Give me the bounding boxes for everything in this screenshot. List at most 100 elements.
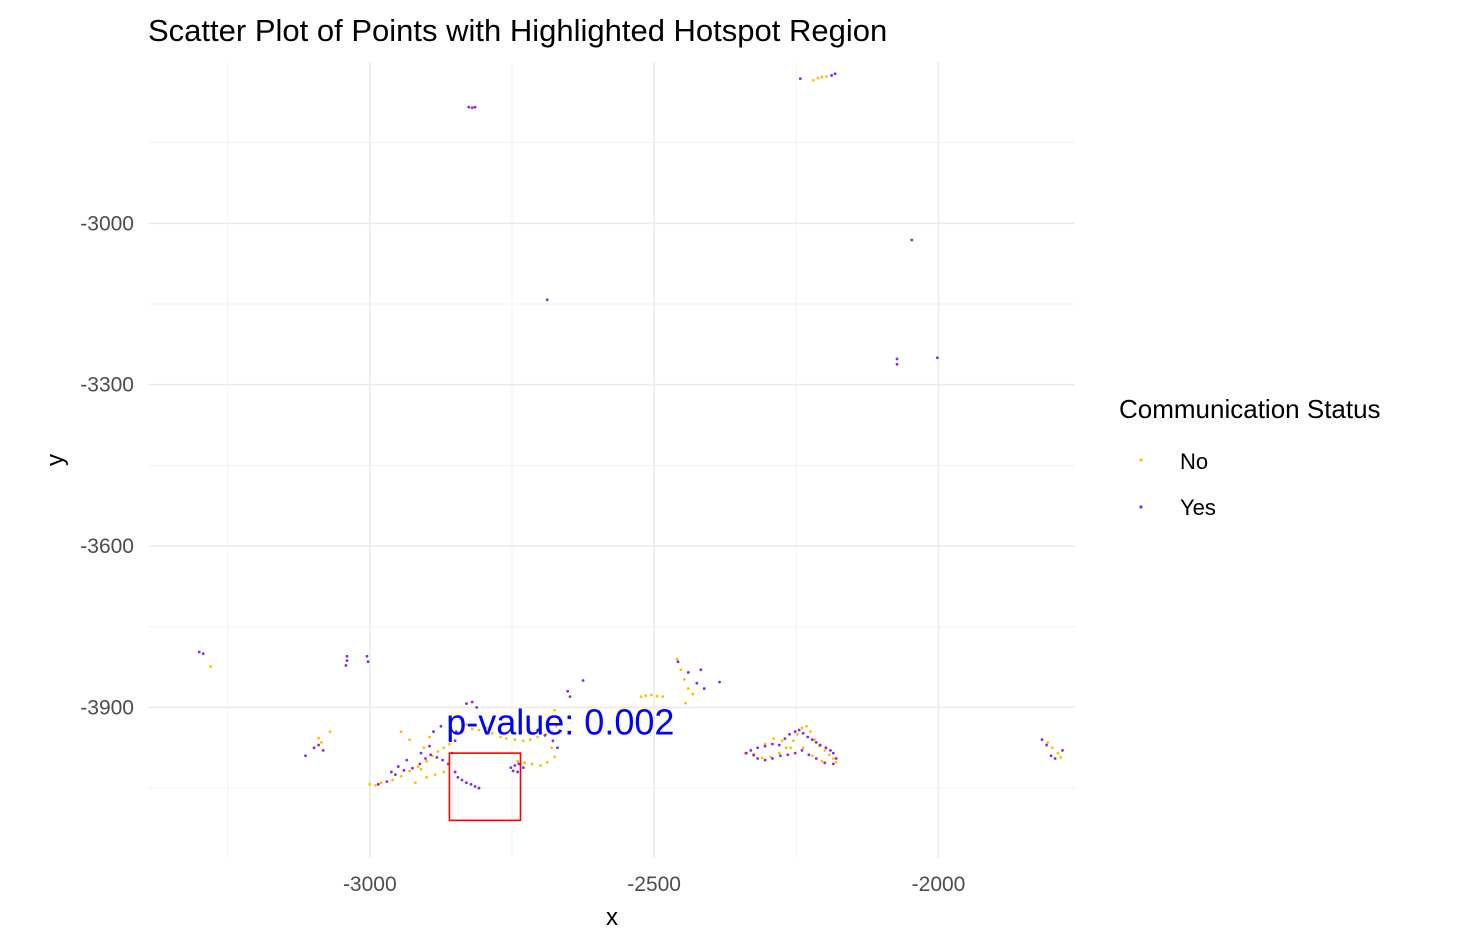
point-yes bbox=[365, 654, 369, 658]
point-yes bbox=[566, 689, 570, 693]
point-no bbox=[649, 693, 653, 697]
point-no bbox=[675, 657, 679, 661]
p-value-annotation: p-value: 0.002 bbox=[446, 701, 674, 742]
point-no bbox=[644, 694, 648, 697]
point-yes bbox=[453, 739, 457, 743]
point-no bbox=[639, 695, 643, 699]
point-no bbox=[433, 773, 437, 777]
point-no bbox=[539, 764, 542, 767]
point-yes bbox=[833, 72, 837, 76]
point-yes bbox=[467, 105, 471, 109]
point-no bbox=[442, 770, 446, 774]
point-no bbox=[679, 668, 683, 672]
point-no bbox=[448, 742, 451, 746]
point-yes bbox=[470, 700, 474, 704]
point-no bbox=[513, 738, 517, 742]
point-no bbox=[422, 746, 426, 750]
point-yes bbox=[345, 654, 349, 658]
point-no bbox=[801, 746, 805, 750]
point-yes bbox=[317, 743, 321, 747]
point-yes bbox=[771, 757, 774, 760]
point-no bbox=[777, 751, 781, 755]
point-no bbox=[789, 746, 793, 750]
point-yes bbox=[814, 757, 818, 760]
x-tick-label: -3000 bbox=[343, 873, 397, 896]
y-tick-label: -3000 bbox=[80, 212, 134, 235]
point-no bbox=[823, 749, 827, 752]
point-yes bbox=[777, 743, 781, 747]
point-no bbox=[528, 738, 532, 742]
point-no bbox=[399, 774, 403, 778]
point-no bbox=[780, 739, 784, 743]
point-yes bbox=[201, 652, 205, 656]
point-no bbox=[825, 75, 828, 78]
point-yes bbox=[453, 770, 457, 774]
point-yes bbox=[428, 744, 431, 748]
point-yes bbox=[895, 362, 899, 366]
point-yes bbox=[793, 751, 797, 755]
point-yes bbox=[197, 650, 201, 654]
point-yes bbox=[475, 706, 479, 709]
point-yes bbox=[744, 751, 748, 755]
point-no bbox=[408, 769, 412, 773]
point-yes bbox=[895, 357, 899, 361]
point-no bbox=[553, 708, 557, 712]
point-no bbox=[328, 730, 332, 734]
point-yes bbox=[424, 757, 427, 760]
point-no bbox=[784, 746, 788, 750]
point-no bbox=[820, 759, 824, 763]
point-yes bbox=[1061, 749, 1064, 752]
point-no bbox=[550, 746, 554, 750]
y-axis-ticks: -3000 -3300 -3600 -3900 bbox=[80, 212, 134, 719]
point-yes bbox=[465, 781, 468, 785]
point-no bbox=[1059, 756, 1063, 759]
point-no bbox=[499, 735, 503, 739]
point-yes bbox=[800, 749, 804, 752]
point-yes bbox=[581, 679, 585, 682]
point-no bbox=[470, 727, 474, 731]
point-no bbox=[465, 723, 468, 727]
point-yes bbox=[807, 753, 811, 757]
point-no bbox=[792, 739, 795, 743]
point-yes bbox=[393, 773, 397, 777]
point-yes bbox=[763, 744, 767, 748]
point-yes bbox=[545, 298, 549, 302]
point-no bbox=[772, 737, 775, 740]
point-yes bbox=[788, 732, 791, 736]
point-yes bbox=[801, 731, 805, 735]
point-yes bbox=[429, 753, 433, 757]
point-no bbox=[425, 775, 429, 779]
point-yes bbox=[470, 106, 474, 110]
point-yes bbox=[376, 782, 380, 786]
point-yes bbox=[304, 754, 307, 758]
point-no bbox=[1050, 746, 1054, 750]
point-yes bbox=[536, 728, 539, 732]
point-yes bbox=[829, 749, 832, 752]
point-yes bbox=[390, 770, 393, 774]
point-no bbox=[796, 732, 799, 736]
point-yes bbox=[1053, 757, 1057, 760]
point-yes bbox=[834, 757, 838, 760]
point-no bbox=[805, 724, 808, 728]
point-no bbox=[763, 742, 767, 746]
legend-key-no bbox=[1139, 458, 1143, 462]
point-yes bbox=[824, 746, 828, 750]
point-no bbox=[516, 759, 520, 763]
point-yes bbox=[1049, 754, 1053, 758]
minor-gridlines bbox=[148, 62, 1075, 858]
point-no bbox=[413, 781, 417, 785]
point-yes bbox=[385, 780, 389, 784]
point-yes bbox=[345, 659, 349, 663]
point-no bbox=[655, 694, 659, 698]
point-yes bbox=[756, 757, 760, 760]
point-yes bbox=[910, 238, 914, 242]
point-yes bbox=[344, 664, 348, 667]
point-no bbox=[682, 678, 686, 681]
point-yes bbox=[818, 743, 822, 747]
point-no bbox=[379, 781, 383, 785]
point-yes bbox=[556, 746, 559, 750]
point-no bbox=[408, 738, 412, 742]
point-yes bbox=[771, 742, 774, 746]
point-yes bbox=[396, 765, 400, 768]
